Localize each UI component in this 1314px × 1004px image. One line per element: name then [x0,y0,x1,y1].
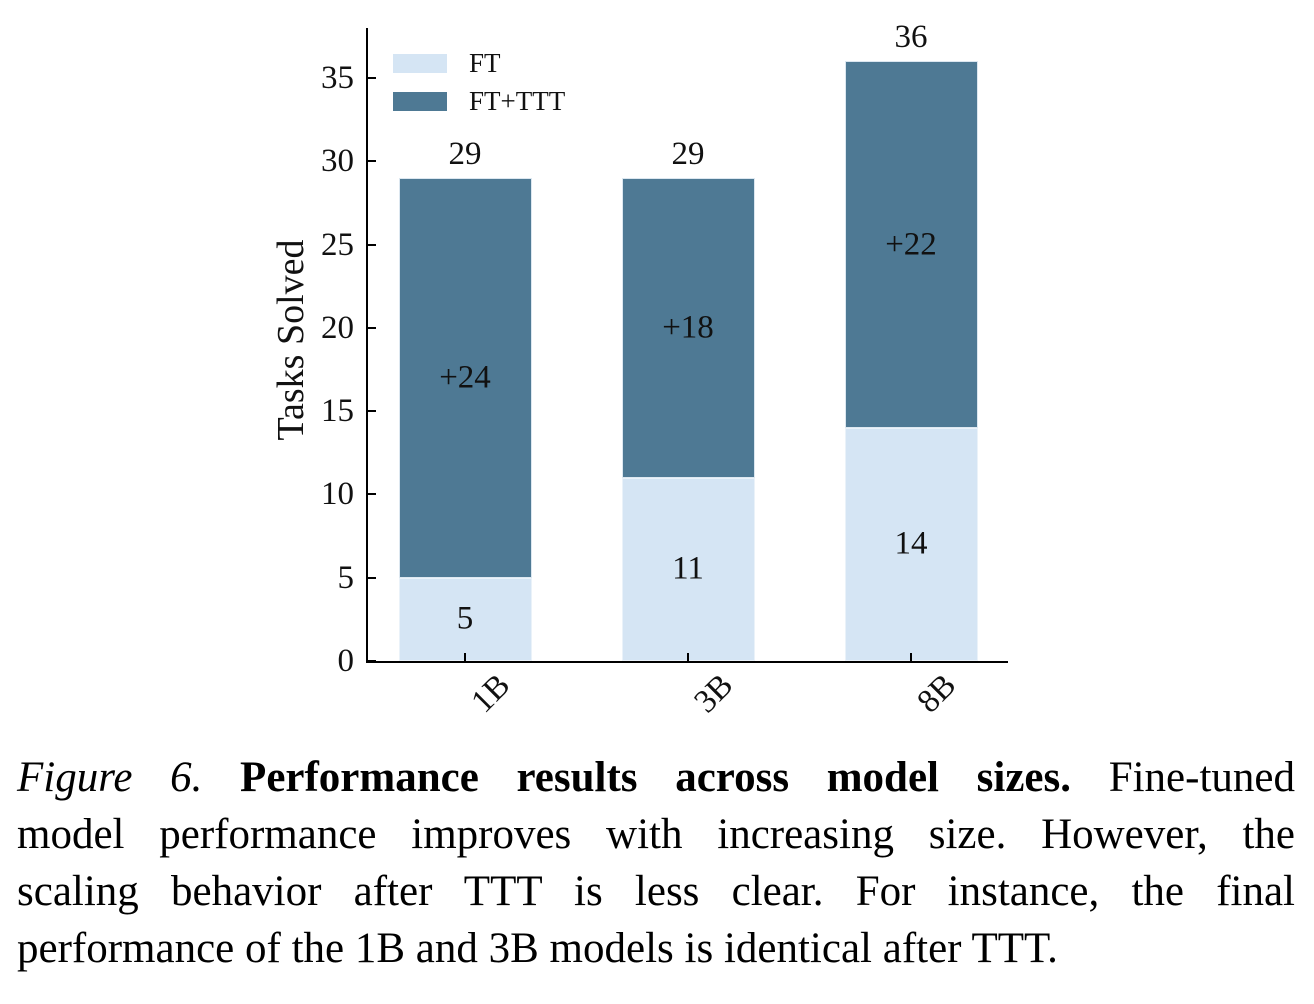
bar-value-label: +24 [439,359,491,396]
legend-swatch [393,92,447,111]
bar-total-label: 36 [894,19,928,56]
y-tick-mark [368,660,376,662]
y-tick-label: 20 [321,309,354,346]
y-tick-label: 30 [321,143,354,180]
bar-value-label: +18 [662,309,714,346]
x-tick-mark [910,653,912,661]
legend-label: FT [469,48,501,78]
bar-value-label: 5 [456,600,474,637]
y-tick-mark [368,76,376,79]
x-tick-mark [687,653,689,661]
bar-segment-ft [844,427,978,661]
y-tick-mark [368,326,376,329]
figure-caption: Figure 6. Performance results across mod… [17,749,1295,977]
x-tick-label-text: 1B [465,667,518,720]
legend: FT FT+TTT [393,50,565,115]
legend-label: FT+TTT [469,86,566,116]
y-tick-mark [368,410,376,413]
caption-segment-normal: performance of the 1B and 3B models is i… [17,925,1058,972]
y-tick-label: 0 [337,643,355,679]
x-tick-label-text: 8B [911,667,964,720]
y-tick-label: 5 [337,559,355,596]
x-tick-mark [464,653,466,661]
bar-segment-ft-ttt [844,61,978,428]
bar-total-label: 29 [448,135,482,172]
caption-segment-italic: Figure 6. [17,754,241,801]
bar-segment-ft-ttt [398,177,532,578]
bar-value-label: 14 [894,525,928,562]
bar-segment-ft-ttt [621,177,755,478]
caption-line: Figure 6. Performance results across mod… [17,749,1295,806]
caption-segment-normal: scaling behavior after TTT is less clear… [17,868,1295,915]
y-tick-mark [368,243,376,246]
caption-line: performance of the 1B and 3B models is i… [17,920,1295,977]
y-tick-mark [368,160,376,163]
bar-total-label: 29 [671,135,705,172]
y-tick-label: 10 [321,476,354,513]
y-tick-mark [368,493,376,496]
x-tick-label-text: 3B [688,667,741,720]
legend-item: FT [393,50,565,77]
y-tick-label: 15 [321,393,354,430]
bar-value-label: 11 [672,550,704,587]
bar-segment-ft [621,477,755,661]
bar-value-label: +22 [885,226,937,263]
caption-segment-normal: Fine-tuned [1071,754,1295,801]
caption-segment-normal: model performance improves with increasi… [17,811,1295,858]
plot-area: FT FT+TTT 5 +24 29 11 +18 29 14 +22 36 0 5 10 15 20 25 3… [321,21,1008,720]
y-tick-label: 35 [321,59,354,96]
legend-item: FT+TTT [393,88,565,115]
caption-segment-bold: Performance results across model sizes. [240,754,1072,801]
y-tick-label: 25 [321,226,354,263]
legend-swatch [393,54,447,73]
caption-line: model performance improves with increasi… [17,806,1295,863]
caption-line: scaling behavior after TTT is less clear… [17,863,1295,920]
y-tick-mark [368,576,376,579]
